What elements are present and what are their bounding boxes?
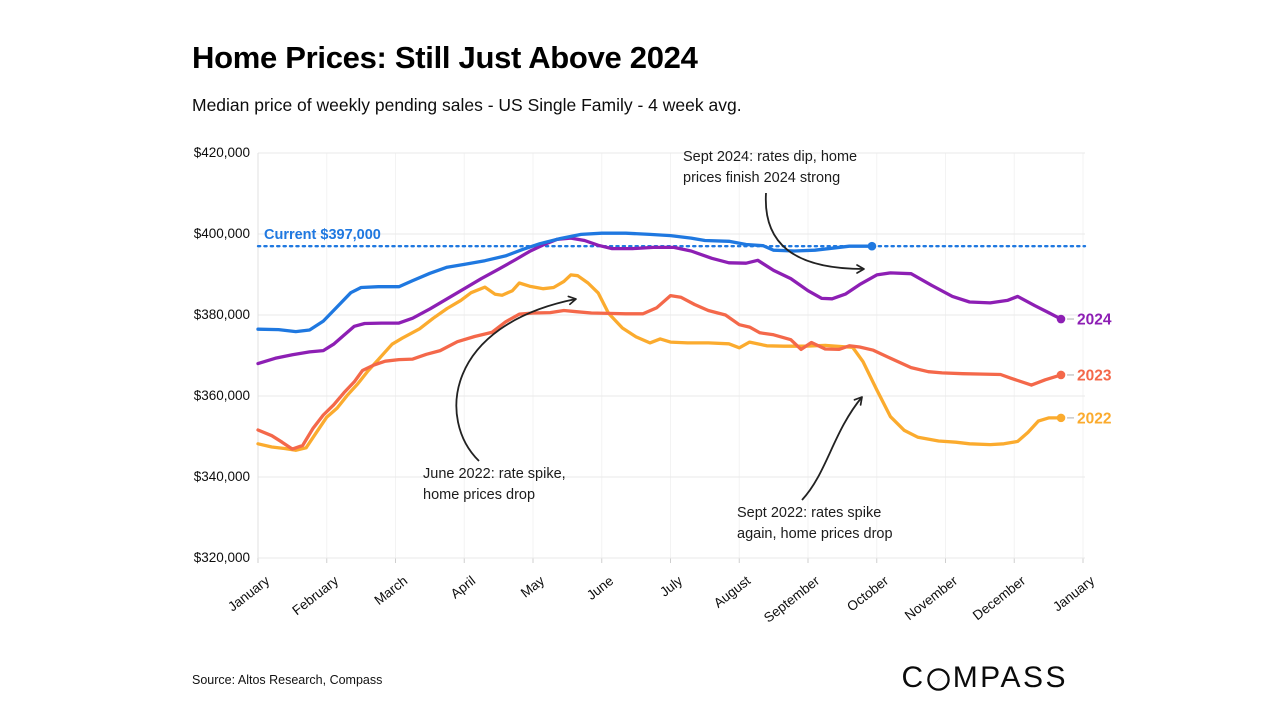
y-tick-label: $320,000 — [193, 550, 250, 565]
logo-text-c: C — [901, 661, 926, 694]
y-tick-label: $400,000 — [193, 226, 250, 241]
y-tick-label: $360,000 — [193, 388, 250, 403]
series-label-2023: 2023 — [1077, 367, 1112, 384]
annotation-june-2022: June 2022: rate spike, home prices drop — [423, 464, 566, 506]
y-tick-label: $340,000 — [193, 469, 250, 484]
page-subtitle: Median price of weekly pending sales - U… — [192, 95, 742, 115]
annotation-arrows — [455, 192, 865, 501]
y-tick-label: $380,000 — [193, 307, 250, 322]
series-end-dot — [867, 241, 877, 251]
series-end-dot — [1056, 314, 1066, 324]
series-end-dot — [1056, 370, 1066, 380]
page-title: Home Prices: Still Just Above 2024 — [192, 40, 698, 75]
annotation-text: June 2022: rate spike, — [423, 466, 566, 482]
annotation-text: Sept 2022: rates spike — [737, 505, 882, 521]
source-note: Source: Altos Research, Compass — [192, 673, 383, 687]
arrow-june2022 — [455, 295, 577, 462]
current-price-label: Current $397,000 — [264, 227, 381, 243]
series-layer: 2022 2023 2024 — [256, 231, 1112, 452]
compass-logo: C MPASS — [902, 661, 1068, 695]
series-line-current — [256, 231, 874, 334]
arrow-sept2024 — [764, 192, 865, 274]
arrow-sept2022 — [801, 396, 863, 501]
series-line-2024 — [256, 236, 1063, 366]
series-label-2024: 2024 — [1077, 312, 1112, 329]
grid-layer — [257, 152, 1085, 563]
annotation-text: again, home prices drop — [737, 526, 893, 542]
compass-needle-icon — [926, 667, 950, 691]
annotation-text: home prices drop — [423, 487, 536, 503]
series-line-2023 — [256, 293, 1063, 451]
annotation-text: prices finish 2024 strong — [683, 170, 841, 186]
annotation-sept-2022: Sept 2022: rates spike again, home price… — [737, 503, 893, 545]
logo-text-mpass: MPASS — [952, 661, 1068, 694]
series-end-dot — [1056, 413, 1066, 423]
series-label-2022: 2022 — [1077, 410, 1111, 427]
annotation-sept-2024: Sept 2024: rates dip, home prices finish… — [683, 147, 857, 189]
annotation-text: Sept 2024: rates dip, home — [683, 149, 858, 165]
y-tick-label: $420,000 — [193, 145, 250, 160]
